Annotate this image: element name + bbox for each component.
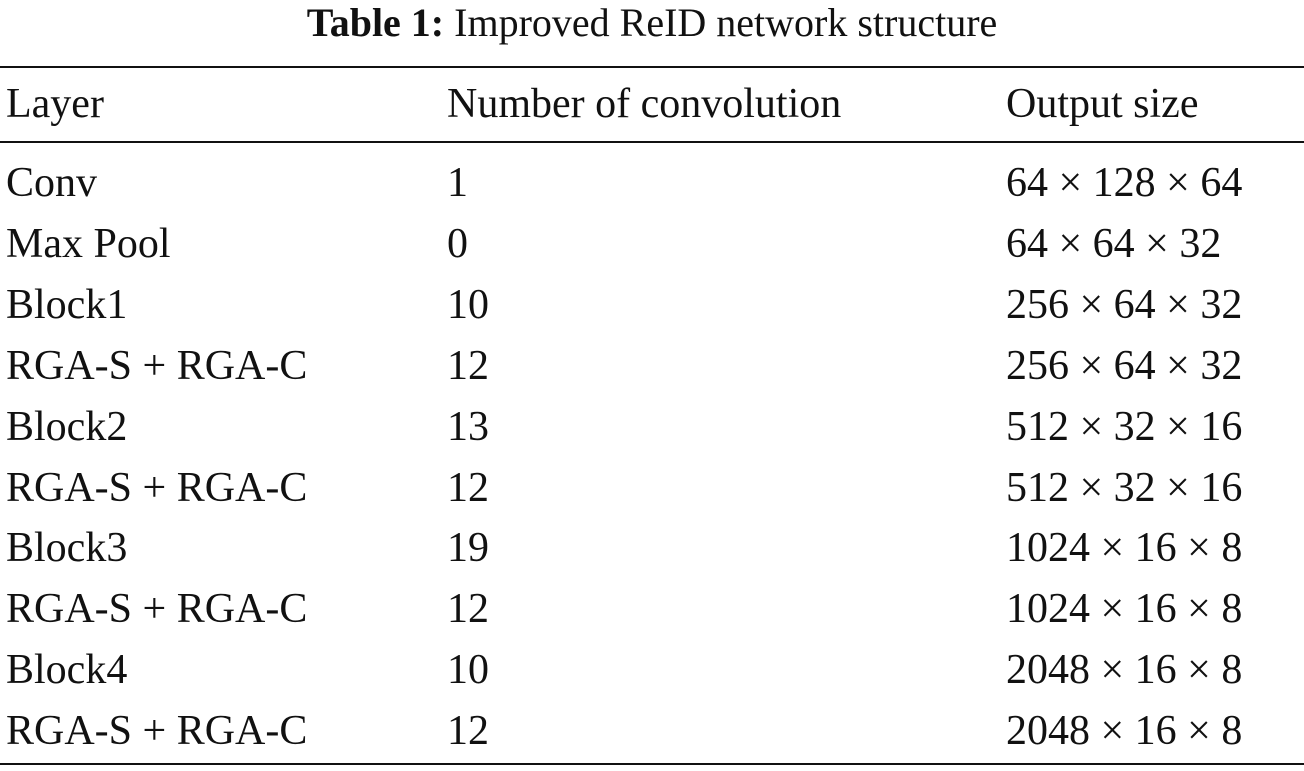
table-cell: 13 (447, 403, 489, 450)
table-cell: 1024 × 16 × 8 (1006, 586, 1243, 633)
table-cell: 512 × 32 × 16 (1006, 464, 1243, 511)
table-cell: 64 × 64 × 32 (1006, 220, 1222, 267)
table-cell: Block2 (6, 403, 128, 450)
table-cell: 12 (447, 464, 489, 511)
table-caption: Table 1: Improved ReID network structure (0, 0, 1304, 46)
table-cell: Block4 (6, 647, 128, 694)
header-cell: Output size (1006, 81, 1199, 127)
table-cell: 12 (447, 342, 489, 389)
table-cell: Block1 (6, 281, 128, 328)
table-cell: 64 × 128 × 64 (1006, 160, 1243, 206)
table-cell: 2048 × 16 × 8 (1006, 708, 1243, 755)
table-cell: RGA-S + RGA-C (6, 586, 308, 633)
table-cell: 10 (447, 647, 489, 694)
top-rule (0, 66, 1304, 68)
table-cell: RGA-S + RGA-C (6, 708, 308, 755)
table-cell: 512 × 32 × 16 (1006, 403, 1243, 450)
table-cell: 12 (447, 708, 489, 755)
bottom-rule (0, 763, 1304, 765)
table-cell: 2048 × 16 × 8 (1006, 647, 1243, 694)
table-cell: Block3 (6, 525, 128, 572)
header-rule (0, 141, 1304, 143)
table-cell: 256 × 64 × 32 (1006, 342, 1243, 389)
table-cell: 0 (447, 220, 468, 267)
caption-text: Improved ReID network structure (454, 0, 998, 45)
table-cell: 256 × 64 × 32 (1006, 281, 1243, 328)
table-cell: RGA-S + RGA-C (6, 464, 308, 511)
table-cell: Conv (6, 160, 98, 206)
table-cell: 12 (447, 586, 489, 633)
table-cell: 1 (447, 160, 468, 206)
header-cell: Layer (6, 81, 104, 127)
header-cell: Number of convolution (447, 81, 842, 127)
table-cell: RGA-S + RGA-C (6, 342, 308, 389)
table-cell: 10 (447, 281, 489, 328)
caption-label: Table 1: (306, 0, 445, 45)
table-cell: Max Pool (6, 220, 171, 267)
table-cell: 19 (447, 525, 489, 572)
table-cell: 1024 × 16 × 8 (1006, 525, 1243, 572)
